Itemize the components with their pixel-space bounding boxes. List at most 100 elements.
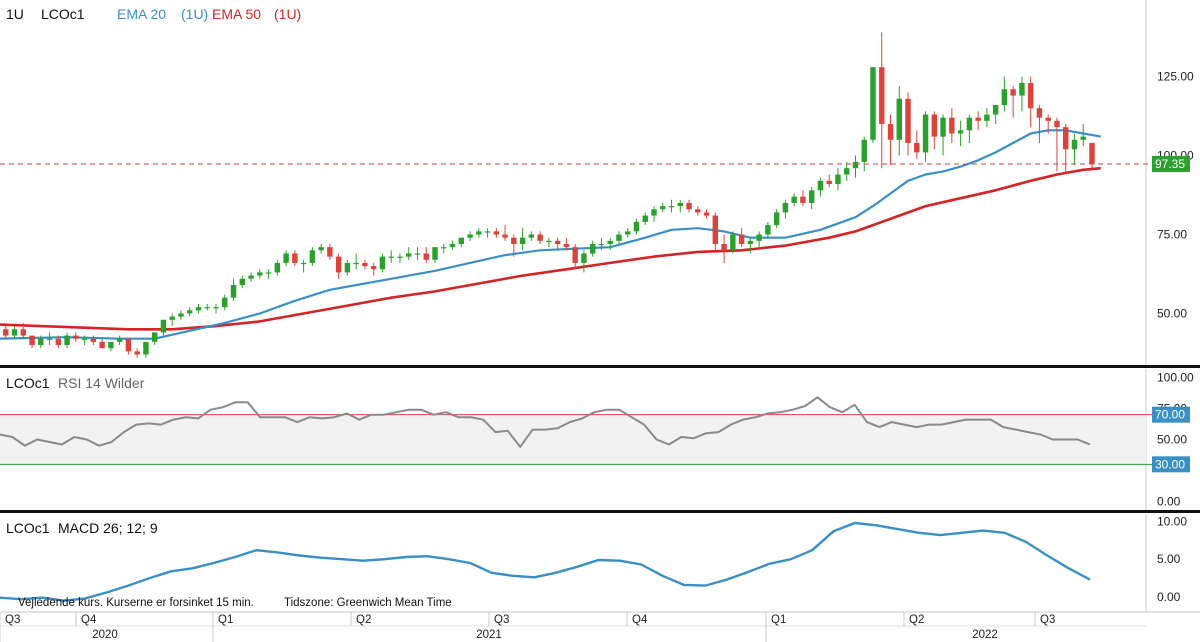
candle-up[interactable] xyxy=(169,316,175,320)
candle-up[interactable] xyxy=(230,285,237,298)
ema50-legend-period[interactable]: (1U) xyxy=(274,6,301,22)
candle-up[interactable] xyxy=(607,240,613,244)
candle-up[interactable] xyxy=(441,247,447,249)
macd-indicator-label[interactable]: MACD 26; 12; 9 xyxy=(58,520,158,536)
candle-up[interactable] xyxy=(195,307,202,311)
candle-down[interactable] xyxy=(327,247,333,257)
candle-up[interactable] xyxy=(861,139,867,162)
candle-down[interactable] xyxy=(931,114,938,137)
price-panel-divider[interactable] xyxy=(0,365,1200,368)
candle-up[interactable] xyxy=(239,278,245,286)
candle-down[interactable] xyxy=(292,253,298,263)
candle-up[interactable] xyxy=(432,247,438,260)
candle-up[interactable] xyxy=(46,338,53,340)
candle-up[interactable] xyxy=(519,237,526,244)
candle-up[interactable] xyxy=(1019,82,1025,96)
candle-up[interactable] xyxy=(458,237,464,244)
candle-down[interactable] xyxy=(572,247,578,263)
candle-up[interactable] xyxy=(660,206,666,210)
candle-down[interactable] xyxy=(905,98,911,143)
candle-down[interactable] xyxy=(1045,117,1051,121)
candle-down[interactable] xyxy=(493,231,500,235)
candle-up[interactable] xyxy=(782,202,789,213)
candle-up[interactable] xyxy=(1001,89,1008,106)
candle-up[interactable] xyxy=(187,310,193,314)
candle-down[interactable] xyxy=(703,212,710,216)
candle-up[interactable] xyxy=(668,206,675,208)
candle-down[interactable] xyxy=(1027,82,1034,109)
candle-up[interactable] xyxy=(598,244,605,246)
candle-up[interactable] xyxy=(143,341,149,355)
macd-line[interactable] xyxy=(0,521,1091,602)
candle-up[interactable] xyxy=(844,168,850,175)
candle-down[interactable] xyxy=(712,215,719,244)
candle-up[interactable] xyxy=(896,98,902,140)
candle-up[interactable] xyxy=(589,244,596,254)
candle-down[interactable] xyxy=(502,234,508,238)
rsi-symbol-label[interactable]: LCOc1 xyxy=(6,375,50,391)
candle-up[interactable] xyxy=(756,234,762,241)
rsi-line[interactable] xyxy=(0,396,1091,448)
candle-down[interactable] xyxy=(1054,120,1060,128)
candle-down[interactable] xyxy=(90,338,97,342)
candle-up[interactable] xyxy=(248,275,254,279)
candle-up[interactable] xyxy=(677,202,683,207)
candle-up[interactable] xyxy=(449,244,456,248)
candle-down[interactable] xyxy=(537,234,543,241)
candle-down[interactable] xyxy=(73,335,79,339)
candle-down[interactable] xyxy=(686,202,692,210)
ema20-line[interactable] xyxy=(0,129,1101,340)
candle-up[interactable] xyxy=(835,174,841,184)
ema50-legend-label[interactable]: EMA 50 xyxy=(212,6,261,22)
candle-down[interactable] xyxy=(362,262,368,267)
candle-up[interactable] xyxy=(1080,136,1086,140)
candle-down[interactable] xyxy=(370,266,377,270)
candle-up[interactable] xyxy=(791,196,797,203)
candle-down[interactable] xyxy=(29,335,35,346)
candle-up[interactable] xyxy=(64,335,70,346)
candle-down[interactable] xyxy=(134,351,140,355)
candle-down[interactable] xyxy=(1010,89,1016,96)
candle-up[interactable] xyxy=(108,341,114,349)
candle-up[interactable] xyxy=(651,209,657,216)
candle-up[interactable] xyxy=(388,256,394,258)
candle-up[interactable] xyxy=(274,262,281,273)
candle-up[interactable] xyxy=(642,215,648,222)
candle-up[interactable] xyxy=(309,250,316,263)
rsi-indicator-label[interactable]: RSI 14 Wilder xyxy=(58,375,145,391)
last-price-badge[interactable] xyxy=(1152,155,1190,172)
candle-up[interactable] xyxy=(765,225,771,235)
candle-down[interactable] xyxy=(423,253,429,260)
candle-up[interactable] xyxy=(178,313,184,317)
candle-up[interactable] xyxy=(213,307,219,309)
candle-down[interactable] xyxy=(887,124,894,140)
candle-down[interactable] xyxy=(99,341,105,349)
candle-down[interactable] xyxy=(125,338,132,352)
candle-up[interactable] xyxy=(160,319,167,333)
candle-up[interactable] xyxy=(406,253,412,257)
ema20-legend-label[interactable]: EMA 20 xyxy=(117,6,166,22)
candle-up[interactable] xyxy=(808,190,815,203)
candle-up[interactable] xyxy=(283,253,289,263)
candle-up[interactable] xyxy=(353,262,359,265)
candle-down[interactable] xyxy=(20,329,26,336)
candle-up[interactable] xyxy=(151,332,158,342)
ema20-legend-period[interactable]: (1U) xyxy=(181,6,208,22)
candle-up[interactable] xyxy=(265,272,272,274)
candle-down[interactable] xyxy=(695,209,701,213)
candle-up[interactable] xyxy=(633,221,640,232)
rsi-panel-divider[interactable] xyxy=(0,510,1200,513)
candle-up[interactable] xyxy=(984,114,990,121)
candle-down[interactable] xyxy=(511,237,517,244)
interval-label[interactable]: 1U xyxy=(6,6,24,22)
candle-up[interactable] xyxy=(817,180,824,191)
candle-down[interactable] xyxy=(975,117,981,121)
candle-up[interactable] xyxy=(957,130,964,134)
candle-up[interactable] xyxy=(414,253,421,255)
candle-down[interactable] xyxy=(800,196,806,203)
candle-down[interactable] xyxy=(826,180,832,184)
candle-up[interactable] xyxy=(581,253,587,263)
candle-down[interactable] xyxy=(1063,127,1069,150)
candle-up[interactable] xyxy=(300,262,307,265)
candle-down[interactable] xyxy=(554,240,561,244)
